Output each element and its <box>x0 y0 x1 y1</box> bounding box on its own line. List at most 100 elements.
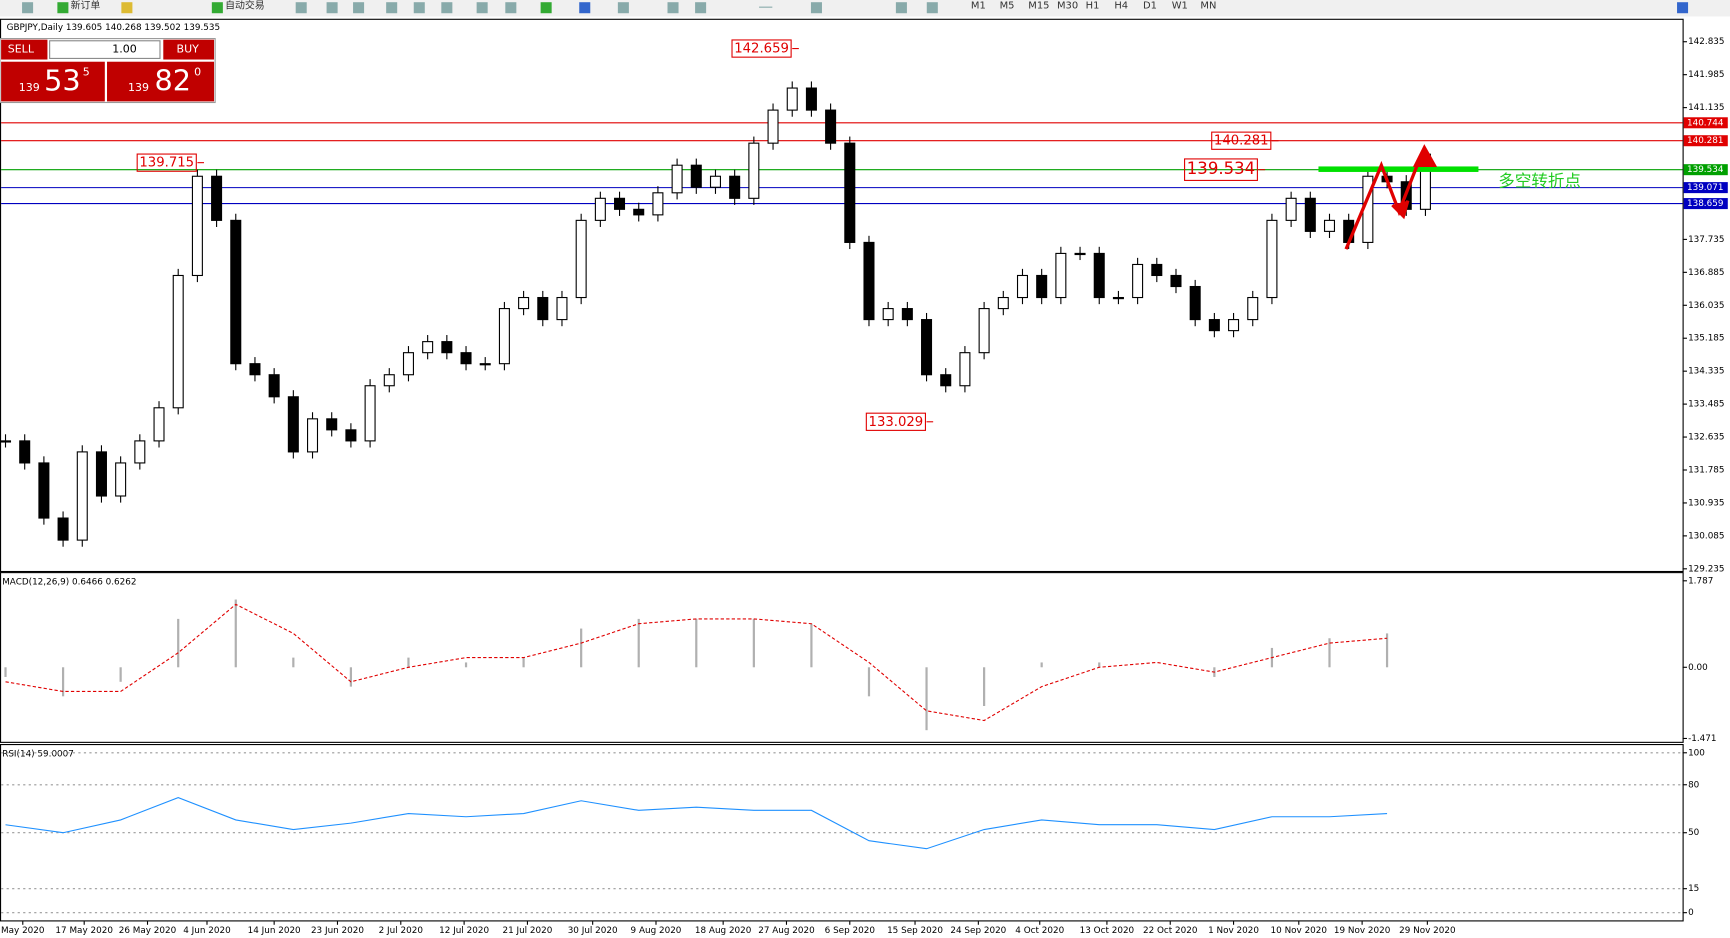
x-tick-label: 15 Sep 2020 <box>887 926 943 936</box>
y-tick-label: 136.885 <box>1688 268 1724 278</box>
x-tick-label: May 2020 <box>1 926 45 936</box>
y-tick-label: 135.185 <box>1688 334 1724 344</box>
candle <box>671 164 683 194</box>
timeframe-button[interactable]: M1 <box>971 1 986 12</box>
price-level-tag <box>1683 198 1728 210</box>
price-level-tag <box>1683 182 1728 194</box>
macd-bar <box>925 667 928 731</box>
sell-price-box[interactable] <box>1 61 105 102</box>
timeframe-button[interactable]: H1 <box>1086 1 1100 12</box>
x-tick-label: 4 Jun 2020 <box>183 926 231 936</box>
candle <box>1132 263 1144 299</box>
y-tick-label: 0.00 <box>1688 663 1708 673</box>
candle <box>863 241 875 321</box>
candle <box>1304 197 1316 232</box>
y-tick-label: 137.735 <box>1688 235 1724 245</box>
y-tick-label: 142.835 <box>1688 37 1724 47</box>
drawn-objects <box>1318 144 1479 250</box>
candle <box>307 418 319 453</box>
candle <box>748 142 760 199</box>
candle <box>441 341 453 354</box>
candle <box>978 308 990 354</box>
y-tick-label: 100 <box>1688 748 1705 758</box>
timeframe-button[interactable]: D1 <box>1143 1 1157 12</box>
lot-input[interactable] <box>49 40 161 59</box>
x-tick-label: 14 Jun 2020 <box>248 926 301 936</box>
x-tick-label: 30 Jul 2020 <box>568 926 618 936</box>
toolbar-icons <box>22 2 1689 14</box>
x-tick-label: 2 Jul 2020 <box>379 926 424 936</box>
y-tick-label: 80 <box>1688 780 1700 790</box>
candle <box>959 352 971 387</box>
y-tick-label: 1.787 <box>1688 576 1713 586</box>
macd-bar <box>752 618 755 668</box>
buy-button[interactable] <box>163 39 215 60</box>
x-tick-label: 23 Jun 2020 <box>311 926 364 936</box>
candle <box>844 142 856 243</box>
candle <box>1151 263 1163 277</box>
macd-bar <box>464 662 468 668</box>
chart-header: GBPJPY,Daily 139.605 140.268 139.502 139… <box>7 23 220 33</box>
auto-trading-button[interactable]: 自动交易 <box>225 0 265 12</box>
annotation-box <box>1184 158 1258 181</box>
annotation-box <box>865 412 926 431</box>
macd-bar <box>407 657 410 668</box>
candle <box>556 296 568 321</box>
sell-pips: 53 <box>44 64 80 98</box>
timeframe-button[interactable]: MN <box>1200 1 1216 12</box>
macd-chart: 1.787 0.00 -1.471 <box>4 576 1717 744</box>
sell-button[interactable] <box>1 39 48 60</box>
candle <box>940 374 952 387</box>
macd-bar <box>1040 662 1043 668</box>
price-annotation: 139.534 <box>1187 159 1255 178</box>
macd-bar <box>349 667 353 687</box>
macd-bar <box>61 667 65 697</box>
timeframe-button[interactable]: M15 <box>1028 1 1049 12</box>
candle <box>709 175 721 188</box>
timeframe-button[interactable]: W1 <box>1172 1 1188 12</box>
buy-price-box[interactable] <box>107 61 215 102</box>
candle <box>460 352 472 365</box>
candle <box>230 219 242 365</box>
candle <box>882 308 894 321</box>
y-tick-label: 50 <box>1688 828 1700 838</box>
y-tick-label: 15 <box>1688 884 1699 894</box>
new-order-button[interactable]: 新订单 <box>71 0 101 12</box>
rsi-chart: 100 80 50 15 0 <box>1 748 1705 918</box>
candle <box>825 109 837 144</box>
candle <box>921 319 933 376</box>
candle <box>1074 252 1086 256</box>
candle <box>1055 252 1067 299</box>
x-tick-label: 12 Jul 2020 <box>439 926 489 936</box>
candle <box>1036 274 1048 299</box>
chart-window <box>0 16 1730 938</box>
candle <box>1112 296 1124 300</box>
annotation-box <box>136 153 197 172</box>
candle <box>326 418 338 431</box>
macd-bar <box>177 618 180 668</box>
candle <box>134 440 146 464</box>
y-tick-label: 141.135 <box>1688 103 1724 113</box>
macd-bar <box>810 623 813 668</box>
main-chart: 142.835 141.985 141.135 137.735 136.885 136.0… <box>0 37 1728 936</box>
candle <box>345 429 357 442</box>
timeframe-button[interactable]: H4 <box>1114 1 1128 12</box>
candle <box>268 374 280 398</box>
y-tick-label: 134.335 <box>1688 367 1724 377</box>
macd-bar <box>637 618 640 668</box>
x-tick-label: 9 Aug 2020 <box>631 926 682 936</box>
price-level-tag <box>1683 117 1728 129</box>
candle <box>38 462 50 519</box>
timeframe-button[interactable]: M5 <box>1000 1 1015 12</box>
timeframe-button[interactable]: M30 <box>1057 1 1078 12</box>
candle <box>211 175 223 221</box>
y-tick-label: 130.085 <box>1688 531 1724 541</box>
candle <box>191 175 203 277</box>
turning-line <box>1318 166 1479 172</box>
candle <box>805 87 817 111</box>
lot-value: 1.00 <box>112 43 137 56</box>
y-tick-label: 130.935 <box>1688 498 1724 508</box>
candle <box>1093 252 1105 299</box>
macd-bar <box>4 667 7 677</box>
